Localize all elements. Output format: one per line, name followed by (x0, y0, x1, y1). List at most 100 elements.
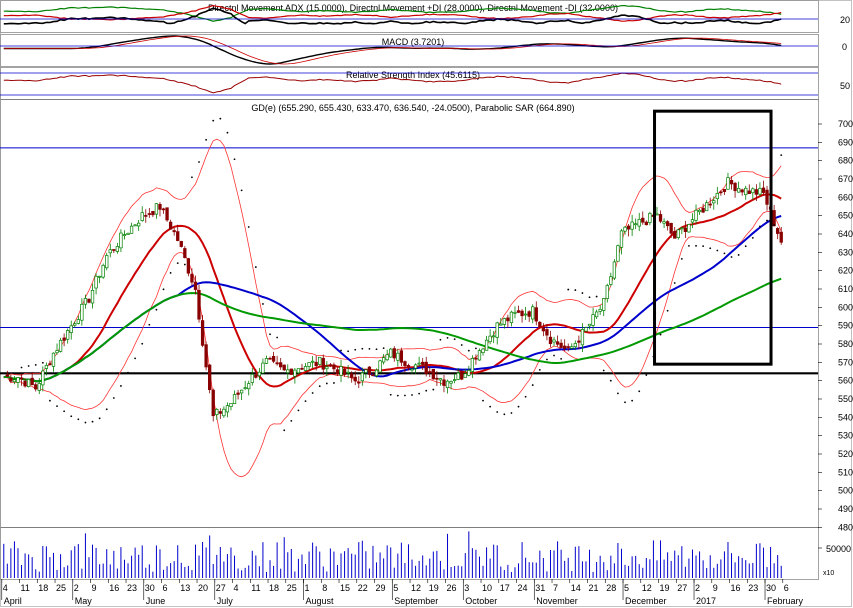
x-axis-day-label: 10 (482, 583, 492, 593)
parabolic-sar-dot (553, 354, 555, 357)
candle-body (673, 231, 677, 239)
x-axis-month-label: 2017 (696, 596, 716, 606)
x-axis-day-label: 25 (287, 583, 297, 593)
candle-body (754, 189, 759, 195)
candle-body (137, 222, 141, 227)
candle-body (105, 255, 109, 269)
parabolic-sar-dot (155, 308, 158, 311)
parabolic-sar-dot (269, 333, 271, 336)
price-axis-label-570: 570 (838, 357, 853, 367)
parabolic-sar-dot (333, 382, 335, 384)
candle-body (51, 352, 56, 367)
candle-body (204, 344, 208, 368)
candle-body (460, 371, 464, 380)
candle-body (236, 392, 240, 395)
candle-body (346, 371, 350, 374)
candle-body (424, 361, 428, 374)
price-axis-label-600: 600 (838, 302, 853, 312)
candle-body (520, 310, 524, 317)
parabolic-sar-dot (538, 368, 541, 371)
candle-body (247, 383, 251, 390)
candle-body (722, 189, 727, 192)
candle-body (179, 241, 183, 247)
candle-body (197, 289, 201, 320)
x-axis-day-label: 22 (358, 583, 368, 593)
candle-body (566, 346, 570, 348)
candle-body (257, 371, 262, 377)
x-axis-day-label: 11 (21, 583, 30, 593)
candle-body (662, 221, 666, 224)
x-axis-day-label: 3 (464, 583, 469, 593)
candle-body (293, 369, 297, 377)
candle-body (310, 360, 315, 363)
candle-body (658, 214, 663, 222)
x-axis-day-label: 23 (127, 583, 137, 593)
parabolic-sar-dot (531, 384, 534, 386)
price-axis-label-680: 680 (838, 156, 853, 166)
candle-body (534, 307, 538, 322)
candle-body (591, 314, 595, 326)
candle-body (513, 311, 517, 314)
parabolic-sar-dot (631, 399, 634, 402)
candle-body (648, 213, 652, 224)
candle-body (342, 368, 347, 375)
parabolic-sar-dot (723, 252, 726, 255)
candle-body (41, 370, 45, 386)
bollinger-upper-line (3, 138, 782, 378)
parabolic-sar-dot (389, 393, 392, 396)
candle-body (186, 258, 191, 274)
candle-body (385, 354, 389, 361)
adx-title: Directnl Movement ADX (15.0000), Directn… (208, 3, 618, 13)
candle-body (9, 377, 13, 382)
volume-tick-x10: x10 (823, 570, 834, 577)
x-axis-day-label: 30 (766, 583, 776, 593)
price-axis-label-550: 550 (838, 394, 853, 404)
parabolic-sar-dot (773, 223, 776, 226)
candle-body (261, 362, 265, 374)
parabolic-sar-dot (702, 245, 705, 248)
candle-body (623, 226, 627, 232)
candle-body (19, 377, 24, 380)
x-axis-day-label: 29 (376, 583, 386, 593)
candle-body (669, 222, 673, 234)
volume-tick-50000: 50000 (826, 544, 851, 554)
parabolic-sar-dot (546, 358, 548, 361)
parabolic-sar-dot (645, 374, 648, 376)
price-axis-label-580: 580 (838, 339, 853, 349)
candle-body (740, 189, 744, 193)
parabolic-sar-dot (325, 382, 328, 385)
candle-body (765, 189, 769, 205)
x-axis-month-label: August (306, 596, 335, 606)
candle-body (399, 350, 404, 363)
candle-body (140, 212, 144, 221)
x-axis-month-label: February (767, 596, 804, 606)
x-axis-day-label: 16 (731, 583, 741, 593)
x-axis-day-label: 30 (145, 583, 155, 593)
price-axis-label-690: 690 (838, 137, 853, 147)
parabolic-sar-dot (503, 413, 506, 416)
parabolic-sar-dot (609, 379, 612, 382)
candle-body (488, 335, 492, 343)
candle-body (697, 209, 702, 213)
parabolic-sar-dot (198, 161, 200, 163)
candle-body (665, 221, 670, 227)
candle-body (364, 369, 368, 373)
parabolic-sar-dot (226, 131, 229, 134)
candle-body (563, 345, 567, 349)
candle-body (80, 303, 84, 321)
parabolic-sar-dot (233, 158, 236, 161)
x-axis-day-label: 11 (251, 583, 260, 593)
x-axis-day-label: 6 (784, 583, 789, 593)
price-axis-label-500: 500 (838, 486, 853, 496)
candle-body (360, 372, 364, 382)
x-axis-day-label: 4 (3, 583, 8, 593)
candle-body (119, 232, 123, 249)
price-axis-label-560: 560 (838, 376, 853, 386)
price-axis-label-640: 640 (838, 229, 853, 239)
candle-body (396, 352, 400, 361)
candle-body (683, 227, 688, 232)
candle-body (452, 379, 457, 381)
parabolic-sar-dot (759, 225, 761, 228)
candle-body (389, 348, 393, 358)
price-axis-label-660: 660 (838, 192, 853, 202)
